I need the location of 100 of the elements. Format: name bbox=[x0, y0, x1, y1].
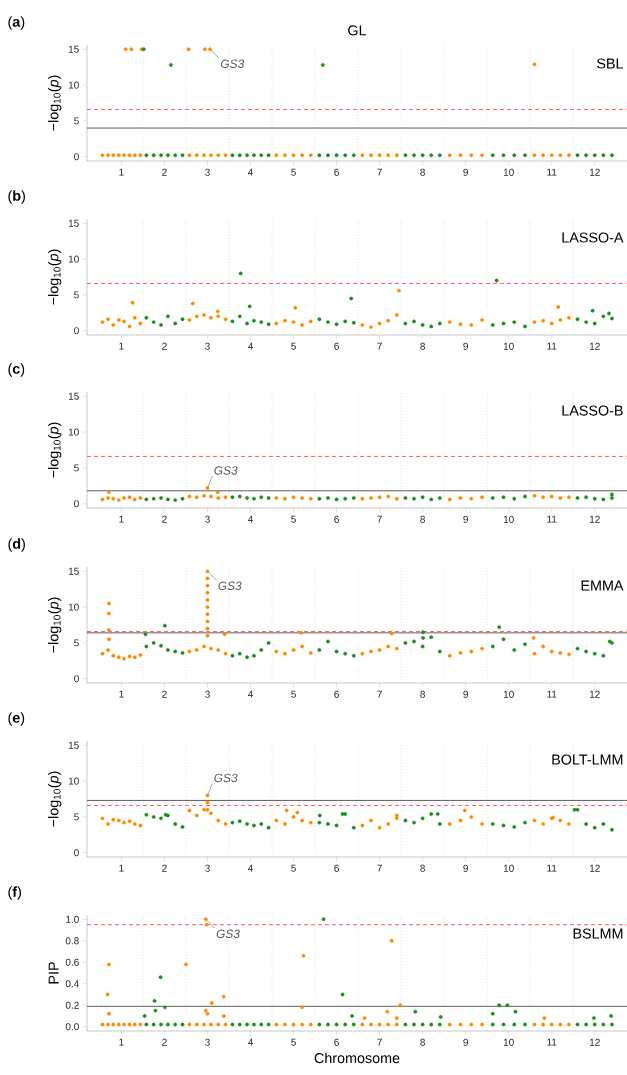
x-tick-label: 9 bbox=[463, 168, 468, 176]
x-tick-label: 3 bbox=[204, 1038, 210, 1046]
x-tick-label: 11 bbox=[547, 690, 557, 698]
y-tick-label: 0.0 bbox=[65, 1023, 79, 1031]
x-tick-label: 4 bbox=[247, 690, 253, 698]
x-tick-label: 2 bbox=[161, 168, 167, 176]
text: (e) bbox=[8, 712, 24, 726]
x-tick-label: 12 bbox=[589, 168, 600, 176]
x-tick-label: 9 bbox=[463, 690, 468, 698]
y-tick-label: 0 bbox=[73, 675, 79, 683]
y-tick-label: 0.4 bbox=[65, 980, 79, 988]
y-tick-label: 5 bbox=[73, 464, 79, 472]
x-tick-label: 2 bbox=[161, 342, 167, 350]
x-tick-label: 8 bbox=[420, 1038, 425, 1046]
x-tick-label: 4 bbox=[247, 168, 253, 176]
x-tick-label: 6 bbox=[334, 690, 339, 698]
chart-title: GL bbox=[347, 25, 366, 36]
annotation: BSLMM bbox=[573, 928, 623, 939]
x-tick-label: 8 bbox=[420, 690, 425, 698]
x-tick-label: 10 bbox=[503, 515, 514, 523]
text: (b) bbox=[8, 190, 25, 204]
y-tick-label: 0.6 bbox=[65, 958, 79, 966]
text: (f) bbox=[8, 886, 21, 900]
x-tick-label: 3 bbox=[204, 864, 210, 872]
annotation: SBL bbox=[596, 58, 623, 69]
annotation: EMMA bbox=[581, 580, 624, 591]
x-tick-label: 12 bbox=[589, 864, 600, 872]
y-axis-title: PIP bbox=[48, 962, 59, 984]
y-tick-label: 5 bbox=[73, 813, 79, 821]
y-tick-label: 0 bbox=[73, 500, 79, 508]
x-tick-label: 7 bbox=[377, 168, 382, 176]
x-tick-label: 11 bbox=[547, 864, 557, 872]
annotation: GS3 bbox=[220, 59, 244, 68]
annotation: BOLT-LMM bbox=[552, 754, 623, 765]
x-tick-label: 1 bbox=[119, 1038, 124, 1046]
x-tick-label: 2 bbox=[161, 515, 167, 523]
x-tick-label: 12 bbox=[589, 1038, 600, 1046]
x-tick-label: 12 bbox=[589, 690, 600, 698]
x-tick-label: 8 bbox=[420, 168, 425, 176]
x-tick-label: 1 bbox=[119, 690, 124, 698]
x-tick-label: 5 bbox=[290, 864, 296, 872]
y-tick-label: 10 bbox=[68, 428, 79, 436]
annotation: GS3 bbox=[214, 773, 238, 783]
x-tick-label: 2 bbox=[161, 864, 167, 872]
y-tick-label: 15 bbox=[68, 741, 79, 749]
x-tick-label: 3 bbox=[204, 342, 210, 350]
x-tick-label: 4 bbox=[247, 342, 253, 350]
x-tick-label: 4 bbox=[247, 1038, 253, 1046]
x-tick-label: 4 bbox=[247, 515, 253, 523]
x-tick-label: 3 bbox=[204, 168, 210, 176]
x-tick-label: 10 bbox=[503, 864, 514, 872]
y-tick-label: 0 bbox=[73, 153, 79, 161]
y-tick-label: 15 bbox=[68, 567, 79, 575]
x-tick-label: 11 bbox=[547, 1038, 557, 1046]
x-tick-label: 6 bbox=[334, 168, 339, 176]
x-tick-label: 2 bbox=[161, 1038, 167, 1046]
annotation: GS3 bbox=[216, 929, 240, 938]
y-tick-label: 0 bbox=[73, 327, 79, 335]
x-tick-label: 1 bbox=[119, 864, 124, 872]
x-tick-label: 11 bbox=[547, 342, 557, 350]
x-tick-label: 1 bbox=[119, 515, 124, 523]
x-tick-label: 5 bbox=[290, 342, 296, 350]
annotation: GS3 bbox=[214, 466, 238, 475]
x-tick-label: 11 bbox=[547, 168, 557, 176]
x-tick-label: 10 bbox=[503, 690, 514, 698]
x-tick-label: 9 bbox=[463, 864, 468, 872]
text: (a) bbox=[8, 16, 25, 30]
y-tick-label: 15 bbox=[68, 219, 79, 227]
y-tick-label: 15 bbox=[68, 45, 79, 53]
x-tick-label: 7 bbox=[377, 1038, 382, 1046]
x-tick-label: 7 bbox=[377, 515, 382, 523]
x-tick-label: 11 bbox=[547, 515, 557, 523]
x-tick-label: 6 bbox=[334, 342, 339, 350]
x-tick-label: 7 bbox=[377, 342, 382, 350]
y-tick-label: 10 bbox=[68, 81, 79, 89]
y-tick-label: 5 bbox=[73, 291, 79, 299]
x-tick-label: 5 bbox=[290, 690, 296, 698]
x-tick-label: 1 bbox=[119, 342, 124, 350]
annotation: LASSO-A bbox=[562, 232, 624, 243]
x-tick-label: 9 bbox=[463, 342, 468, 350]
x-tick-label: 8 bbox=[420, 864, 425, 872]
x-tick-label: 10 bbox=[503, 342, 514, 350]
x-axis-title: Chromosome bbox=[314, 1052, 400, 1064]
text: (d) bbox=[8, 538, 25, 552]
x-tick-label: 3 bbox=[204, 690, 210, 698]
x-tick-label: 6 bbox=[334, 864, 339, 872]
x-tick-label: 12 bbox=[589, 515, 600, 523]
x-tick-label: 8 bbox=[420, 515, 425, 523]
x-tick-label: 2 bbox=[161, 690, 167, 698]
x-tick-label: 6 bbox=[334, 1038, 339, 1046]
x-tick-label: 12 bbox=[589, 342, 600, 350]
x-tick-label: 5 bbox=[290, 1038, 296, 1046]
y-tick-label: 15 bbox=[68, 392, 79, 400]
x-tick-label: 4 bbox=[247, 864, 253, 872]
annotation: LASSO-B bbox=[562, 405, 623, 416]
x-tick-label: 5 bbox=[290, 168, 296, 176]
x-tick-label: 8 bbox=[420, 342, 425, 350]
x-tick-label: 10 bbox=[503, 168, 514, 176]
x-tick-label: 10 bbox=[503, 1038, 514, 1046]
x-tick-label: 9 bbox=[463, 1038, 468, 1046]
